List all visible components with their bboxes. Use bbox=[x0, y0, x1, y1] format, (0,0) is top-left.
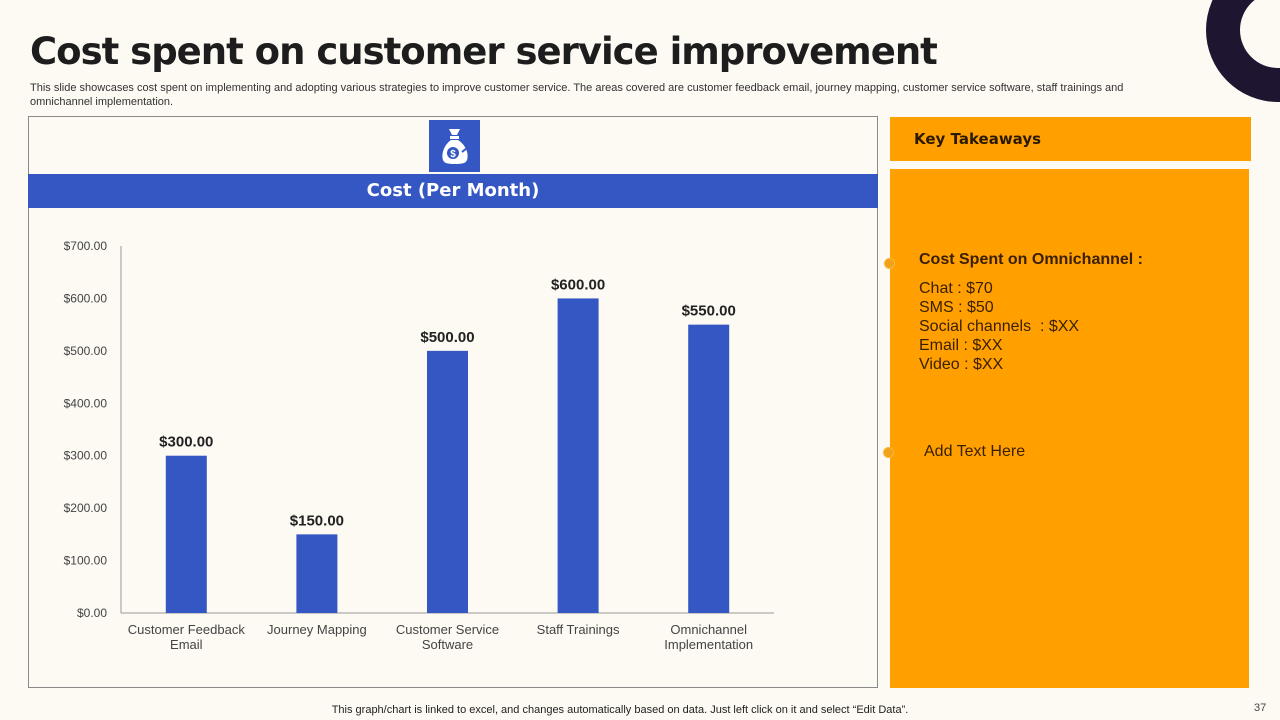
data-label: $600.00 bbox=[551, 276, 605, 293]
y-tick-label: $600.00 bbox=[64, 291, 108, 305]
bar bbox=[557, 298, 599, 613]
data-label: $150.00 bbox=[290, 512, 344, 529]
footer-note: This graph/chart is linked to excel, and… bbox=[331, 704, 909, 716]
key-takeaways-header: Key Takeaways bbox=[890, 117, 1251, 161]
x-tick-label: Customer Feedback bbox=[128, 622, 246, 637]
omni-item: SMS : $50 bbox=[919, 299, 994, 316]
omnichannel-list: Chat : $70 SMS : $50 Social channels : $… bbox=[919, 279, 1079, 374]
bar bbox=[688, 324, 730, 613]
money-bag-icon: $ bbox=[429, 120, 480, 172]
bar bbox=[427, 350, 468, 613]
omni-item: Video : $XX bbox=[919, 356, 1004, 373]
omni-item: Chat : $70 bbox=[919, 280, 993, 297]
omnichannel-heading: Cost Spent on Omnichannel : bbox=[919, 251, 1144, 268]
bar bbox=[165, 455, 207, 613]
page-subtitle: This slide showcases cost spent on imple… bbox=[30, 82, 1124, 108]
y-tick-label: $400.00 bbox=[64, 396, 108, 410]
data-label: $300.00 bbox=[159, 434, 213, 451]
x-tick-label: Journey Mapping bbox=[267, 622, 367, 637]
y-tick-label: $500.00 bbox=[64, 344, 108, 358]
data-label: $500.00 bbox=[420, 329, 474, 346]
page-number: 37 bbox=[1254, 702, 1267, 714]
bar bbox=[296, 534, 338, 613]
bullet-dot bbox=[883, 447, 894, 458]
x-tick-label: Software bbox=[422, 637, 473, 652]
svg-text:$: $ bbox=[450, 149, 456, 160]
x-tick-label: Omnichannel bbox=[670, 622, 747, 637]
omni-item: Social channels : $XX bbox=[919, 318, 1080, 335]
bullet-dot bbox=[884, 258, 895, 269]
y-tick-label: $300.00 bbox=[64, 449, 108, 463]
x-tick-label: Staff Trainings bbox=[537, 622, 620, 637]
bar-chart: $0.00 $100.00 $200.00 $300.00 $400.00 $500.00… bbox=[64, 239, 774, 652]
y-tick-label: $200.00 bbox=[64, 501, 108, 515]
decorative-ring bbox=[1206, 0, 1280, 102]
takeaways-panel bbox=[890, 169, 1249, 688]
omni-item: Email : $XX bbox=[919, 337, 1003, 354]
y-tick-label: $100.00 bbox=[64, 554, 108, 568]
x-tick-label: Email bbox=[170, 637, 203, 652]
x-tick-label: Customer Service bbox=[396, 622, 499, 637]
x-tick-label: Implementation bbox=[664, 637, 753, 652]
data-label: $550.00 bbox=[682, 303, 736, 320]
y-tick-label: $700.00 bbox=[64, 239, 108, 253]
page-title: Cost spent on customer service improveme… bbox=[30, 30, 938, 73]
y-tick-label: $0.00 bbox=[77, 606, 107, 620]
add-text-placeholder[interactable]: Add Text Here bbox=[924, 443, 1026, 460]
chart-header: Cost (Per Month) bbox=[28, 174, 878, 208]
